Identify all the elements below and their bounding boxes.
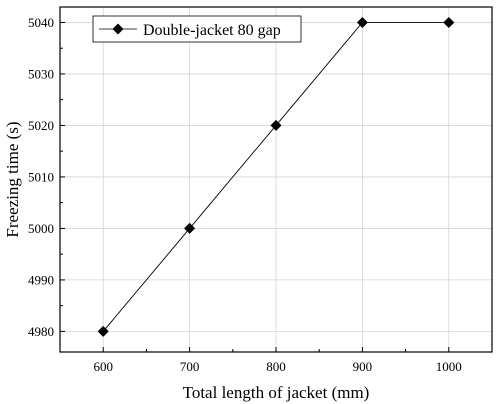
data-point-diamond — [356, 16, 368, 28]
grid-lines — [60, 7, 492, 352]
data-point-diamond — [443, 16, 455, 28]
x-tick-label: 600 — [93, 359, 113, 374]
y-tick-label: 5020 — [28, 118, 54, 133]
legend: Double-jacket 80 gap — [92, 15, 302, 43]
y-tick-label: 5040 — [28, 15, 54, 30]
axis-ticks: 600 700 800 900 1000 4980 4990 5000 5010 5020 5030… — [28, 15, 462, 374]
x-tick-label: 1000 — [436, 359, 462, 374]
y-axis-title: Freezing time (s) — [3, 121, 22, 237]
series-layer — [97, 16, 455, 337]
legend-label: Double-jacket 80 gap — [143, 22, 281, 39]
x-tick-label: 700 — [180, 359, 200, 374]
x-axis-title: Total length of jacket (mm) — [183, 383, 370, 402]
y-tick-label: 5030 — [28, 66, 54, 81]
data-point-diamond — [97, 325, 109, 337]
x-tick-label: 800 — [266, 359, 286, 374]
data-point-diamond — [184, 222, 196, 234]
legend-diamond-marker — [112, 23, 124, 35]
y-tick-label: 5010 — [28, 169, 54, 184]
x-tick-label: 900 — [353, 359, 373, 374]
y-tick-label: 4980 — [28, 324, 54, 339]
y-tick-label: 4990 — [28, 272, 54, 287]
data-point-diamond — [270, 119, 282, 131]
y-tick-label: 5000 — [28, 221, 54, 236]
